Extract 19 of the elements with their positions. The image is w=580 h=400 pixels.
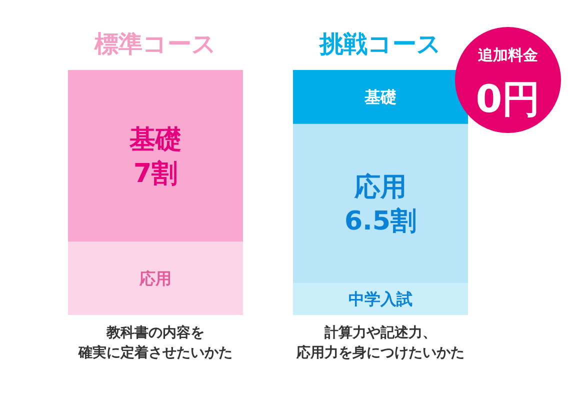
annotation: 0円 [476, 77, 540, 121]
bar [293, 283, 468, 315]
bar [293, 124, 468, 284]
data-label: 7割 [133, 158, 178, 189]
text: 追加料金 [477, 46, 538, 64]
x-tick-label: 標準コース [94, 30, 216, 58]
data-label: 6.5割 [344, 206, 417, 237]
series-label: 応用 [138, 268, 172, 288]
text: 応用力を身につけたいかた [296, 344, 464, 361]
text: 確実に定着させたいかた [78, 344, 232, 361]
series-label: 中学入試 [348, 290, 412, 309]
x-tick-label: 挑戦コース [318, 30, 442, 58]
series-label: 基礎 [364, 88, 396, 107]
text: 計算力や記述力、 [324, 325, 436, 341]
bar [68, 70, 243, 242]
text: 応用 [354, 172, 406, 203]
text: 基礎 [130, 124, 182, 155]
text: 教科書の内容を [106, 324, 204, 341]
bar [68, 242, 243, 315]
